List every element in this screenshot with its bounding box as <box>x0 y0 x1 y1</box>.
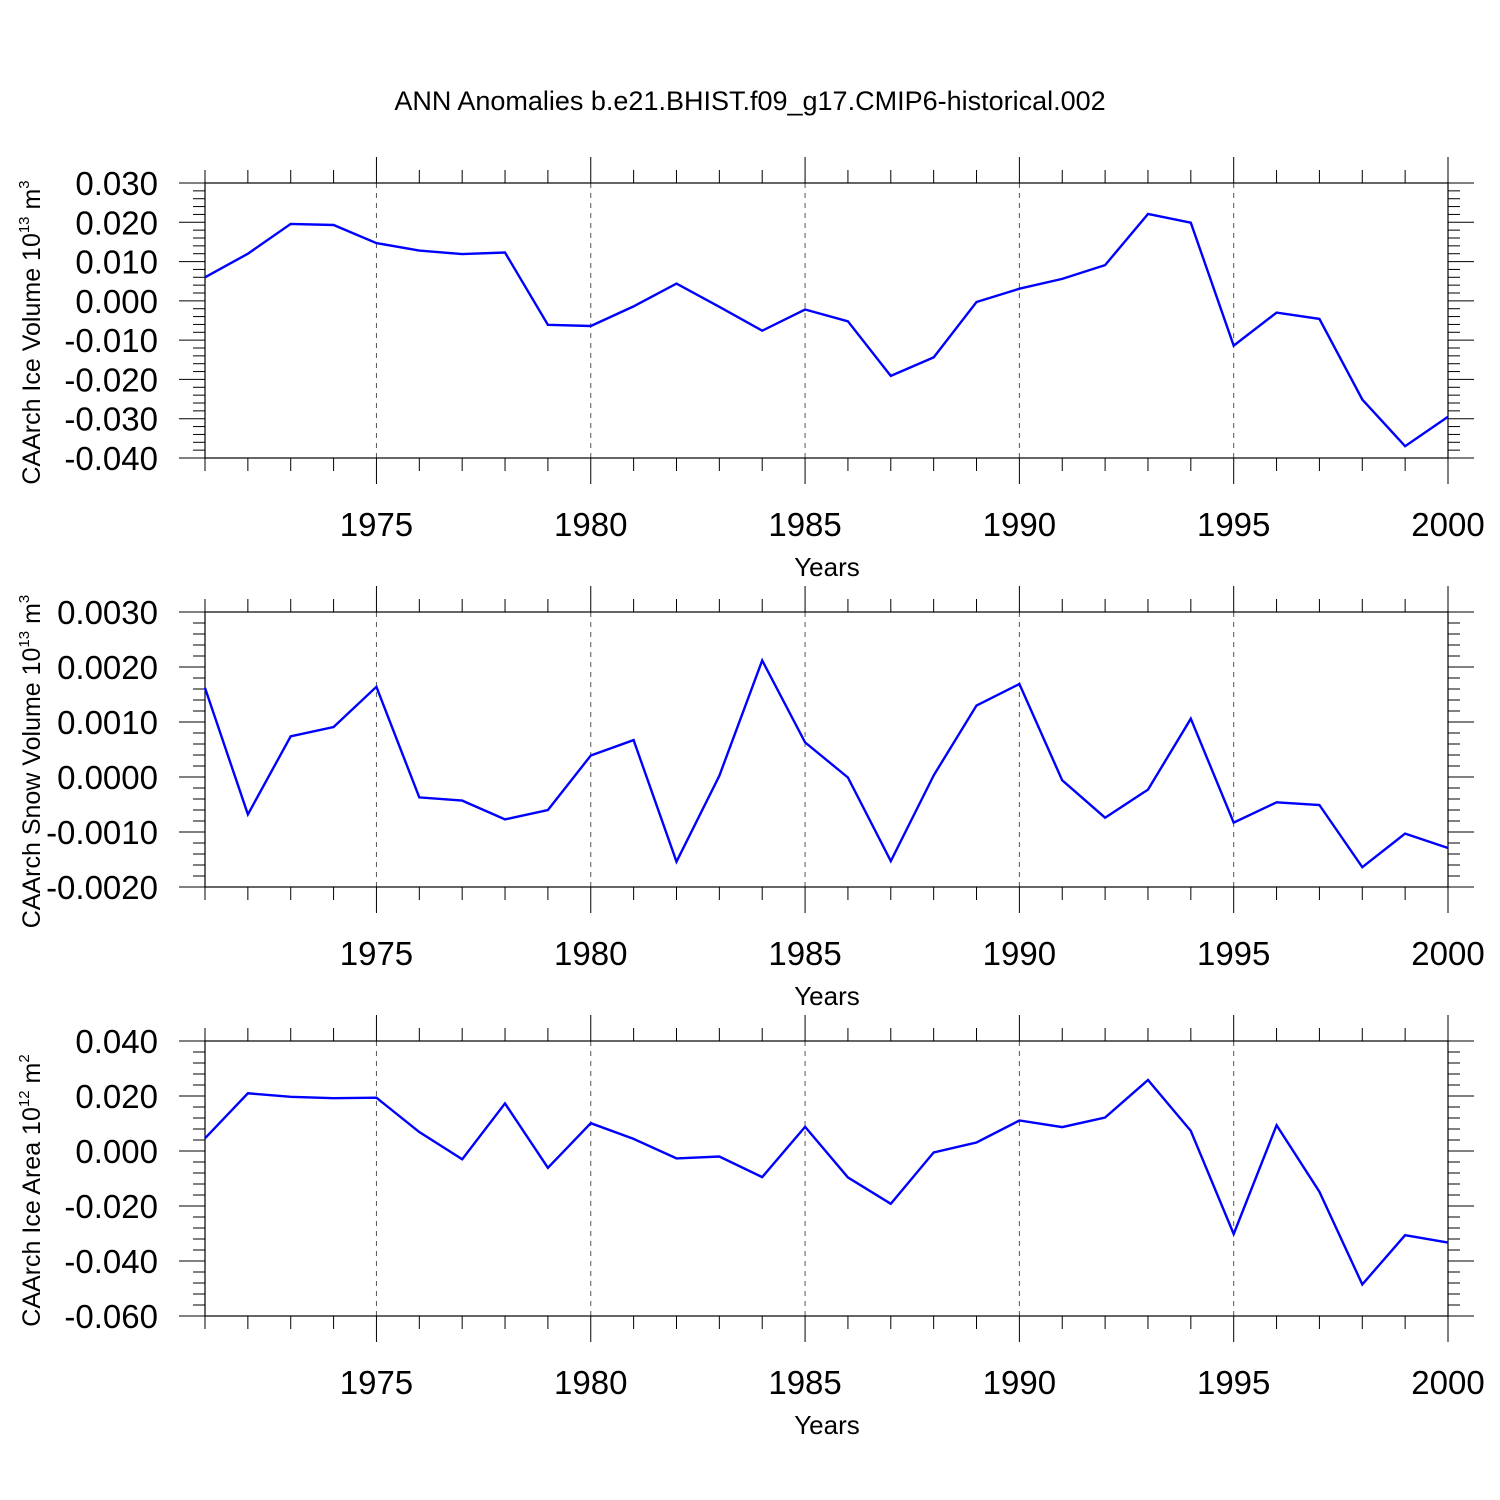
y-tick-label: 0.000 <box>75 1133 158 1170</box>
y-tick-label: 0.0000 <box>57 759 158 796</box>
y-tick-label: 0.000 <box>75 283 158 320</box>
y-axis-label: CAArch Ice Area 1012 m2 <box>16 1054 46 1326</box>
plot-frame <box>204 611 1449 888</box>
y-tick-label: -0.020 <box>64 361 158 398</box>
series-line <box>204 1078 1449 1287</box>
series-line <box>204 212 1449 448</box>
y-axis-label: CAArch Ice Volume 1013 m3 <box>16 180 46 484</box>
x-tick-label: 1990 <box>983 935 1056 972</box>
x-tick-label: 1985 <box>768 1364 841 1401</box>
x-tick-label: 1990 <box>983 506 1056 543</box>
y-axis-label: CAArch Snow Volume 1013 m3 <box>16 595 46 929</box>
x-tick-label: 2000 <box>1411 935 1484 972</box>
y-tick-label: -0.010 <box>64 322 158 359</box>
y-tick-label: 0.0020 <box>57 649 158 686</box>
chart-title: ANN Anomalies b.e21.BHIST.f09_g17.CMIP6-… <box>394 86 1105 116</box>
x-tick-label: 1975 <box>340 1364 413 1401</box>
x-axis-label: Years <box>794 1410 860 1440</box>
y-tick-label: 0.040 <box>75 1023 158 1060</box>
y-tick-label: -0.0020 <box>46 869 158 906</box>
panel-2: 0.0030 0.0020 0.0010 0.0000 -0.0010 -0.0020 19… <box>16 586 1485 1011</box>
panel-1: 0.0300.0200.0100.000-0.010-0.020-0.030-0… <box>16 157 1485 582</box>
y-tick-label: -0.030 <box>64 401 158 438</box>
y-tick-label: 0.020 <box>75 1078 158 1115</box>
x-tick-label: 1980 <box>554 935 627 972</box>
x-tick-label: 1985 <box>768 935 841 972</box>
y-tick-label: -0.060 <box>64 1298 158 1335</box>
x-tick-label: 2000 <box>1411 506 1484 543</box>
x-tick-label: 1975 <box>340 506 413 543</box>
y-tick-label: 0.020 <box>75 204 158 241</box>
y-tick-label: 0.030 <box>75 165 158 202</box>
x-tick-label: 1980 <box>554 506 627 543</box>
y-tick-label: -0.040 <box>64 1243 158 1280</box>
series-line <box>203 657 1449 869</box>
y-tick-label: -0.020 <box>64 1188 158 1225</box>
x-axis-label: Years <box>794 552 860 582</box>
plot-frame <box>204 1040 1449 1317</box>
panel-3: 0.040 0.020 0.000 -0.020 -0.040 -0.060 1975 198… <box>16 1015 1485 1440</box>
x-tick-label: 1975 <box>340 935 413 972</box>
y-tick-label: -0.0010 <box>46 814 158 851</box>
x-axis-label: Years <box>794 981 860 1011</box>
x-tick-label: 1990 <box>983 1364 1056 1401</box>
x-tick-label: 2000 <box>1411 1364 1484 1401</box>
x-tick-label: 1985 <box>768 506 841 543</box>
y-tick-label: 0.0010 <box>57 704 158 741</box>
x-tick-label: 1995 <box>1197 506 1270 543</box>
plot-frame <box>204 182 1449 459</box>
x-tick-label: 1995 <box>1197 1364 1270 1401</box>
y-tick-label: 0.0030 <box>57 594 158 631</box>
y-tick-label: 0.010 <box>75 244 158 281</box>
x-tick-label: 1980 <box>554 1364 627 1401</box>
x-tick-label: 1995 <box>1197 935 1270 972</box>
y-tick-label: -0.040 <box>64 440 158 477</box>
